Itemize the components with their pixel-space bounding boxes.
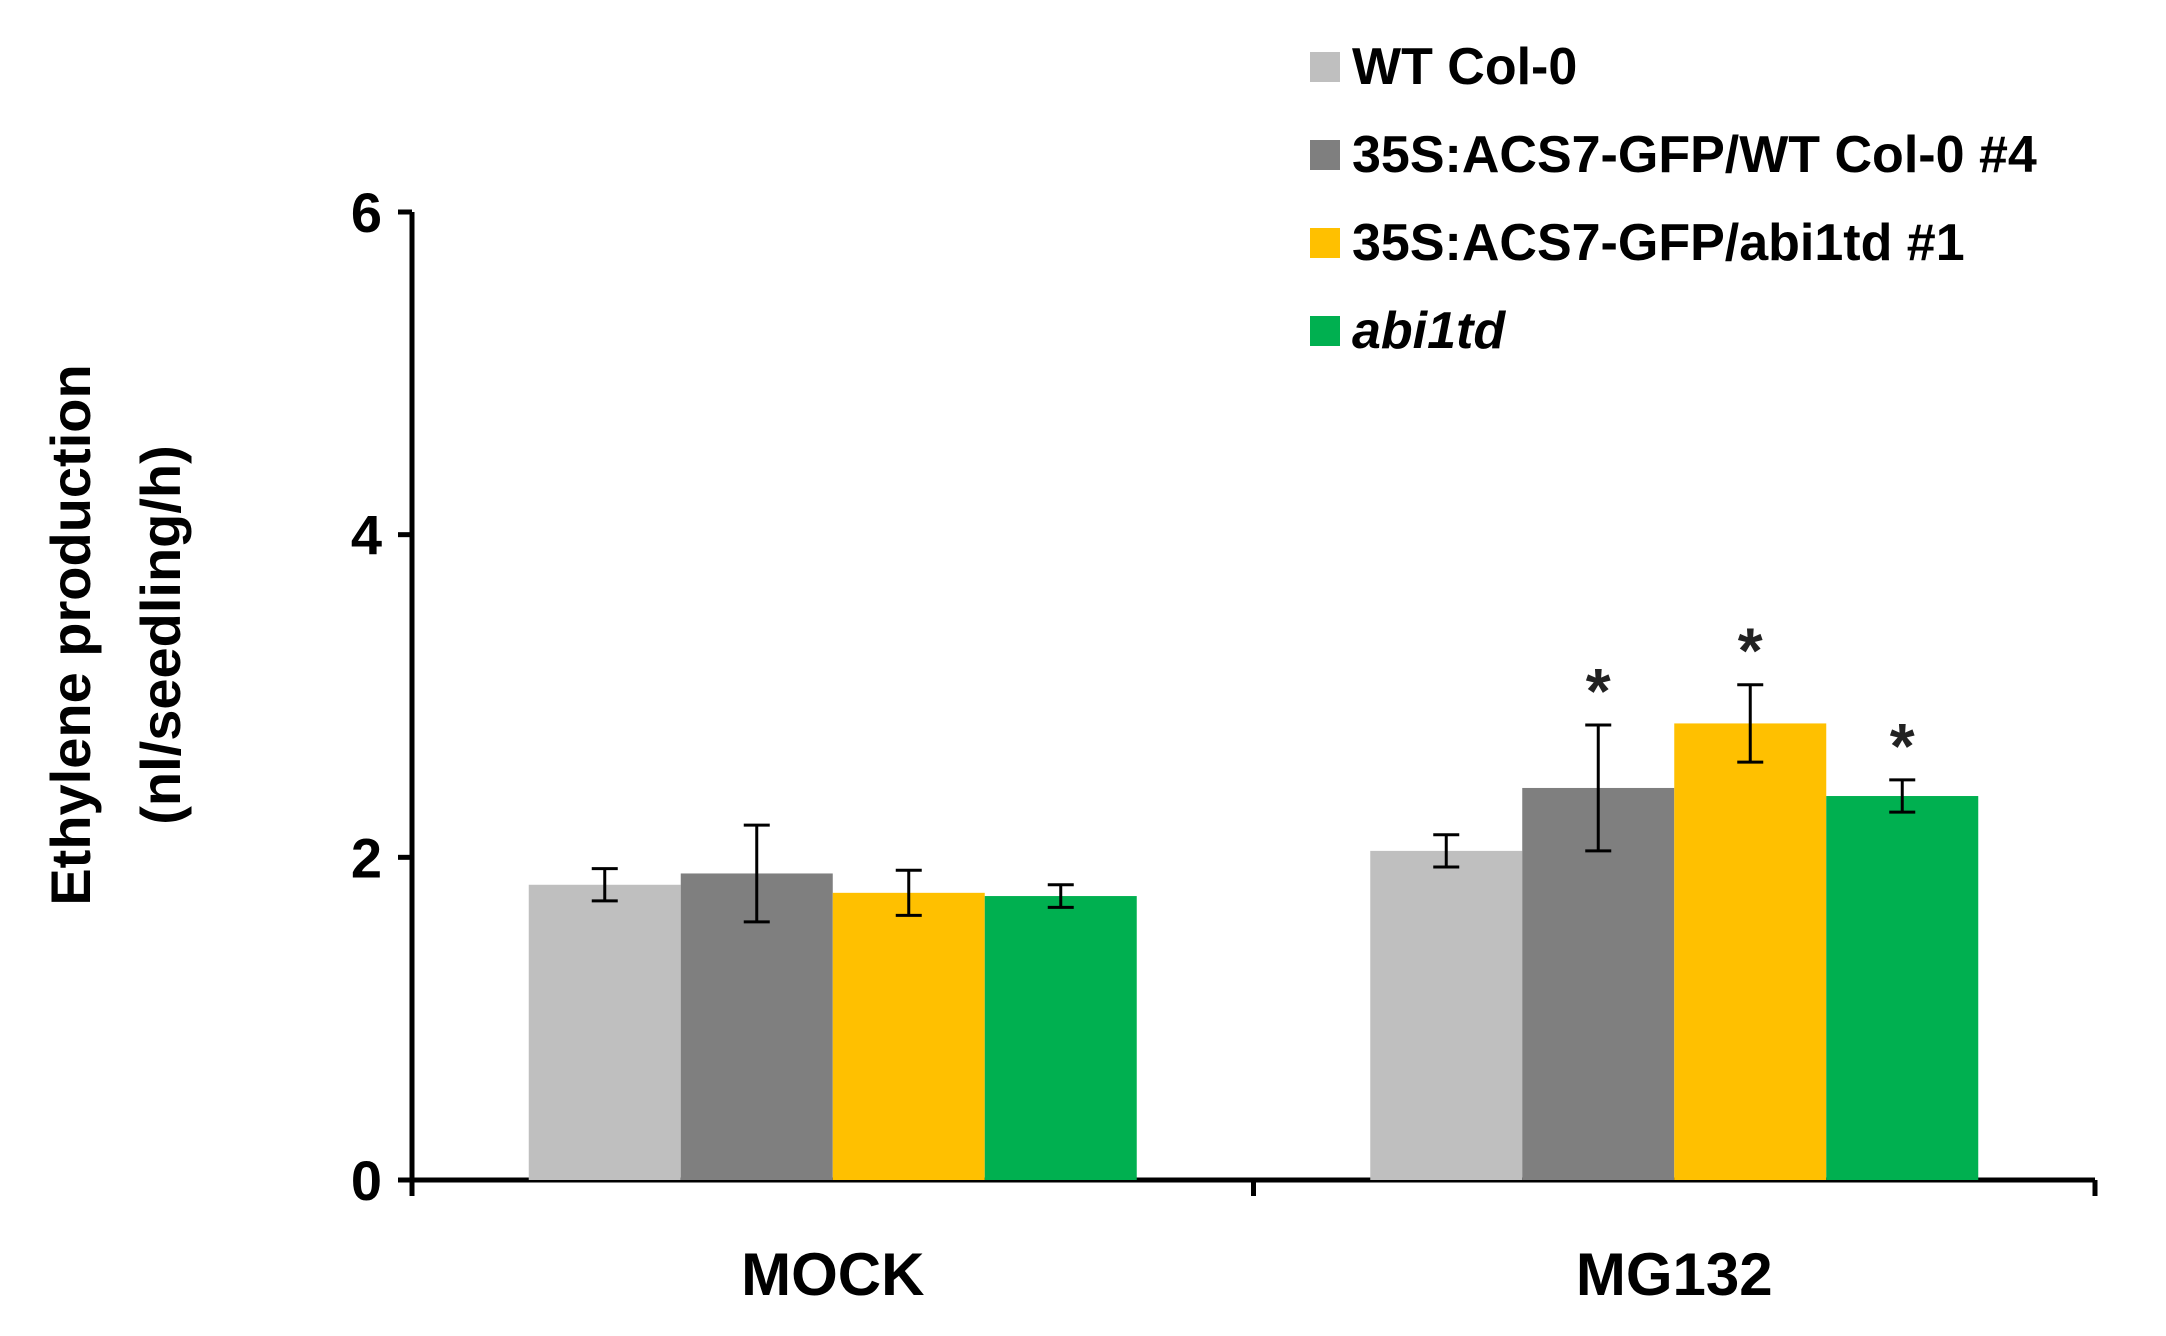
y-axis: 0 2 4 6 [351, 181, 415, 1212]
bar [984, 896, 1137, 1180]
legend-swatch [1310, 316, 1340, 346]
legend-swatch [1310, 140, 1340, 170]
y-tick-label: 4 [351, 504, 382, 567]
bar [1674, 723, 1827, 1180]
bar [1370, 850, 1523, 1180]
y-tick-label: 2 [351, 826, 382, 889]
legend: WT Col-0 35S:ACS7-GFP/WT Col-0 #4 35S:ACS7… [1310, 38, 2037, 360]
x-axis: MOCK MG132 [409, 1177, 2098, 1308]
y-tick-label: 6 [351, 181, 382, 244]
bar [528, 884, 681, 1180]
significance-star: * [1890, 710, 1915, 782]
significance-star: * [1738, 615, 1763, 687]
legend-label: abi1td [1352, 302, 1506, 360]
x-category-label: MOCK [741, 1241, 924, 1308]
legend-swatch [1310, 52, 1340, 82]
legend-label: WT Col-0 [1352, 38, 1577, 96]
legend-label: 35S:ACS7-GFP/abi1td #1 [1352, 214, 1965, 272]
bar [680, 873, 833, 1180]
x-category-label: MG132 [1576, 1241, 1773, 1308]
bars: * * * [528, 615, 1979, 1180]
y-axis-title-line2: (nl/seedling/h) [129, 445, 192, 825]
legend-label: 35S:ACS7-GFP/WT Col-0 #4 [1352, 126, 2037, 184]
y-tick-label: 0 [351, 1149, 382, 1212]
bar [1522, 787, 1675, 1180]
y-axis-title-line1: Ethylene production [39, 364, 102, 905]
legend-swatch [1310, 228, 1340, 258]
significance-star: * [1586, 655, 1611, 727]
bar [832, 892, 985, 1180]
bar [1826, 796, 1979, 1180]
